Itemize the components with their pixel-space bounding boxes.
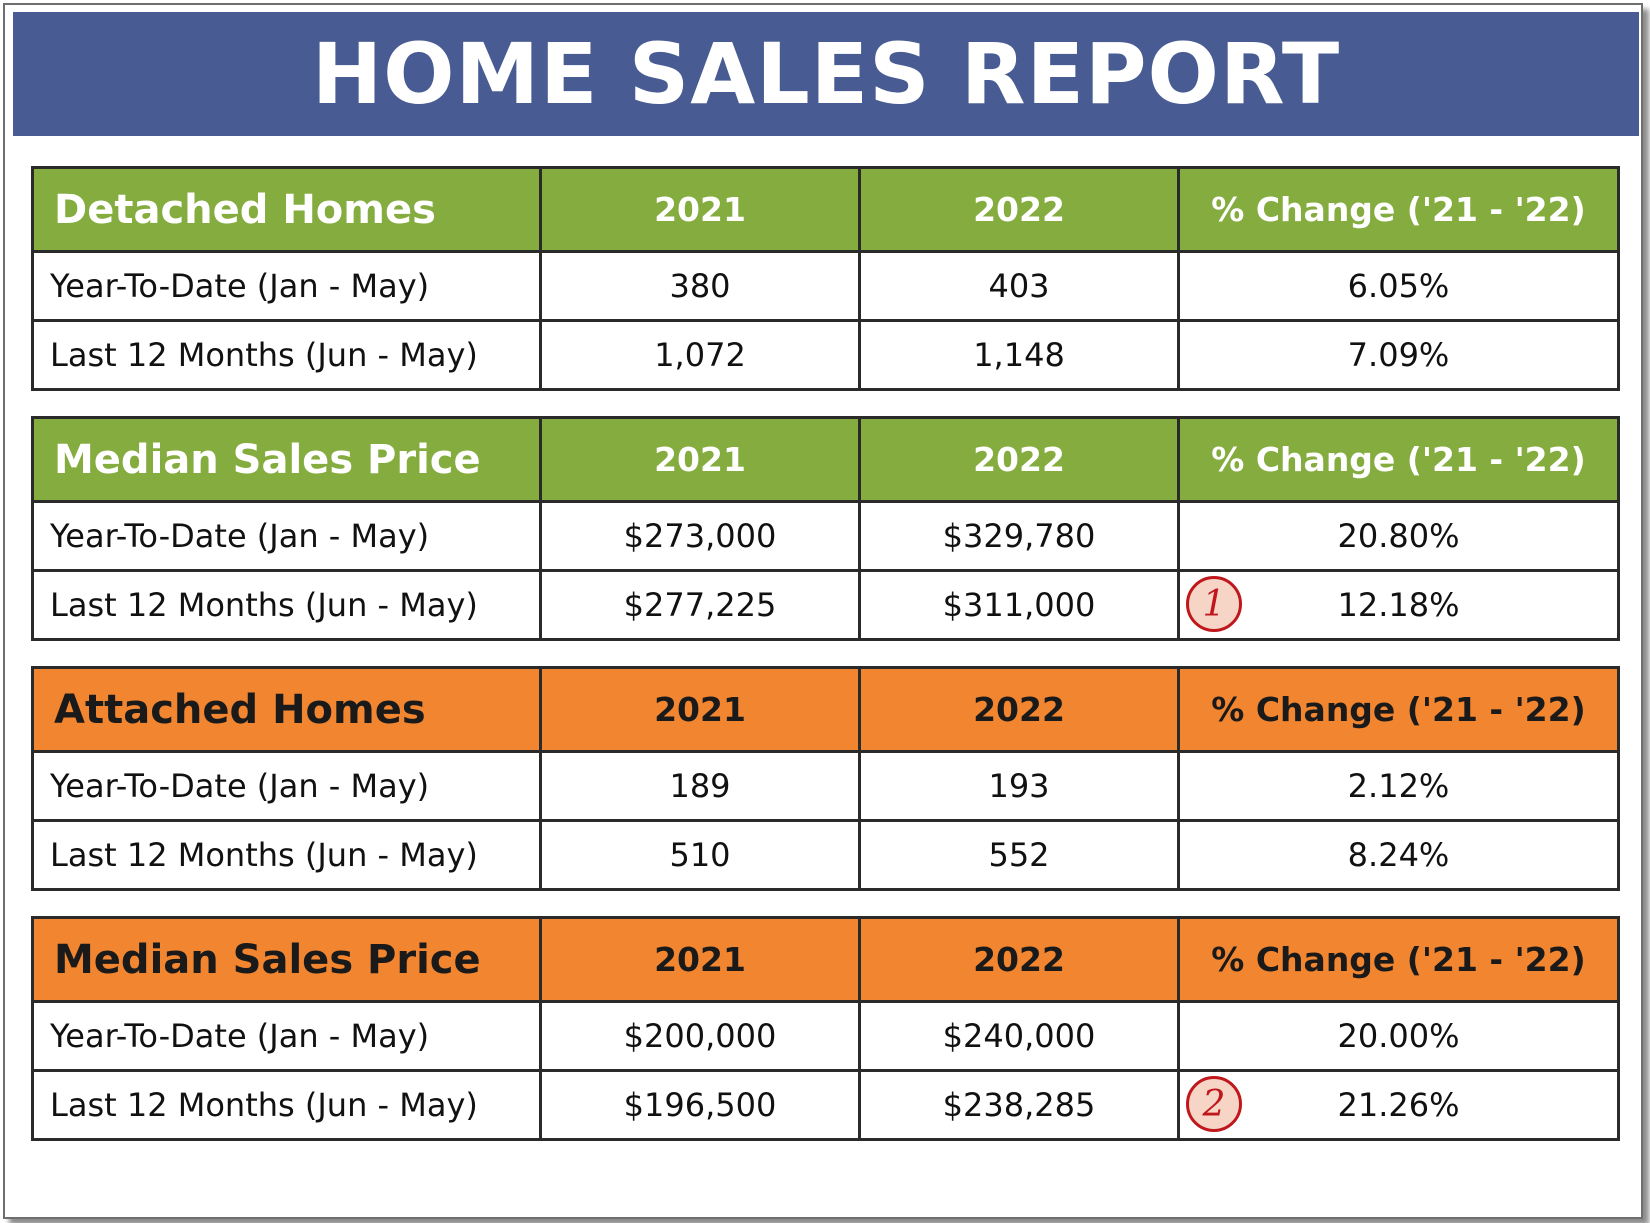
header-2021: 2021 <box>539 916 861 1003</box>
value-2021: $273,000 <box>539 500 861 572</box>
value-change: 20.00% <box>1177 1000 1620 1072</box>
value-2021: $277,225 <box>539 569 861 641</box>
table-row: Year-To-Date (Jan - May) 380 403 6.05% <box>31 250 1620 322</box>
table-header-row: Detached Homes 2021 2022 % Change ('21 -… <box>31 166 1620 253</box>
annotation-circle-2: 2 <box>1186 1076 1242 1132</box>
table-header-row: Median Sales Price 2021 2022 % Change ('… <box>31 416 1620 503</box>
value-2022: $240,000 <box>858 1000 1180 1072</box>
table-row: Year-To-Date (Jan - May) $273,000 $329,7… <box>31 500 1620 572</box>
row-label: Last 12 Months (Jun - May) <box>31 819 542 891</box>
value-2022: 552 <box>858 819 1180 891</box>
table-row: Year-To-Date (Jan - May) 189 193 2.12% <box>31 750 1620 822</box>
header-2022: 2022 <box>858 416 1180 503</box>
row-label: Last 12 Months (Jun - May) <box>31 319 542 391</box>
value-change-text: 21.26% <box>1337 1086 1460 1124</box>
value-2022: $329,780 <box>858 500 1180 572</box>
value-2021: $200,000 <box>539 1000 861 1072</box>
header-change: % Change ('21 - '22) <box>1177 166 1620 253</box>
value-2022: 403 <box>858 250 1180 322</box>
value-2021: $196,500 <box>539 1069 861 1141</box>
value-change: 20.80% <box>1177 500 1620 572</box>
row-label: Year-To-Date (Jan - May) <box>31 500 542 572</box>
header-label: Median Sales Price <box>31 416 542 503</box>
value-change: 2 21.26% <box>1177 1069 1620 1141</box>
table-header-row: Median Sales Price 2021 2022 % Change ('… <box>31 916 1620 1003</box>
header-2022: 2022 <box>858 666 1180 753</box>
value-change-text: 12.18% <box>1337 586 1460 624</box>
table-row: Last 12 Months (Jun - May) 1,072 1,148 7… <box>31 319 1620 391</box>
header-2021: 2021 <box>539 166 861 253</box>
header-2022: 2022 <box>858 916 1180 1003</box>
header-change: % Change ('21 - '22) <box>1177 416 1620 503</box>
value-change: 2.12% <box>1177 750 1620 822</box>
header-2021: 2021 <box>539 416 861 503</box>
value-change: 1 12.18% <box>1177 569 1620 641</box>
row-label: Year-To-Date (Jan - May) <box>31 250 542 322</box>
row-label: Year-To-Date (Jan - May) <box>31 750 542 822</box>
value-2021: 380 <box>539 250 861 322</box>
value-change: 6.05% <box>1177 250 1620 322</box>
table-row: Last 12 Months (Jun - May) $196,500 $238… <box>31 1069 1620 1141</box>
value-2022: $311,000 <box>858 569 1180 641</box>
value-2021: 189 <box>539 750 861 822</box>
table-row: Last 12 Months (Jun - May) 510 552 8.24% <box>31 819 1620 891</box>
header-label: Median Sales Price <box>31 916 542 1003</box>
header-change: % Change ('21 - '22) <box>1177 916 1620 1003</box>
header-label: Detached Homes <box>31 166 542 253</box>
report-title: HOME SALES REPORT <box>13 12 1639 136</box>
value-change: 7.09% <box>1177 319 1620 391</box>
value-2022: 1,148 <box>858 319 1180 391</box>
header-label: Attached Homes <box>31 666 542 753</box>
header-2021: 2021 <box>539 666 861 753</box>
table-row: Year-To-Date (Jan - May) $200,000 $240,0… <box>31 1000 1620 1072</box>
annotation-circle-1: 1 <box>1186 576 1242 632</box>
detached-homes-table: Detached Homes 2021 2022 % Change ('21 -… <box>31 166 1620 391</box>
attached-homes-table: Attached Homes 2021 2022 % Change ('21 -… <box>31 666 1620 891</box>
value-2021: 510 <box>539 819 861 891</box>
table-row: Last 12 Months (Jun - May) $277,225 $311… <box>31 569 1620 641</box>
row-label: Last 12 Months (Jun - May) <box>31 569 542 641</box>
row-label: Last 12 Months (Jun - May) <box>31 1069 542 1141</box>
header-2022: 2022 <box>858 166 1180 253</box>
attached-median-price-table: Median Sales Price 2021 2022 % Change ('… <box>31 916 1620 1141</box>
value-2022: $238,285 <box>858 1069 1180 1141</box>
table-header-row: Attached Homes 2021 2022 % Change ('21 -… <box>31 666 1620 753</box>
value-2021: 1,072 <box>539 319 861 391</box>
row-label: Year-To-Date (Jan - May) <box>31 1000 542 1072</box>
value-change: 8.24% <box>1177 819 1620 891</box>
header-change: % Change ('21 - '22) <box>1177 666 1620 753</box>
value-2022: 193 <box>858 750 1180 822</box>
detached-median-price-table: Median Sales Price 2021 2022 % Change ('… <box>31 416 1620 641</box>
